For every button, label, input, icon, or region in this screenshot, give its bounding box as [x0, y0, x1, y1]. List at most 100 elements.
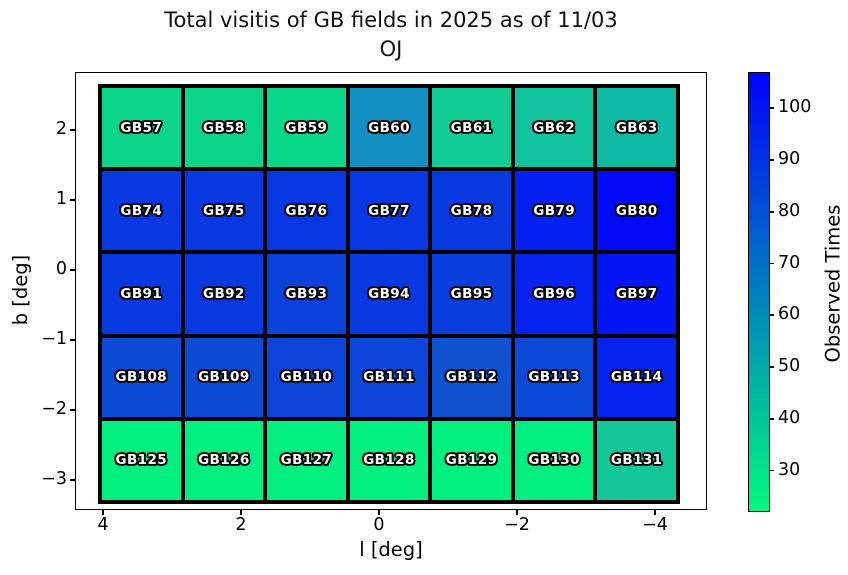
- field-cell-GB77: GB77: [347, 169, 431, 253]
- y-tick-mark: [70, 409, 75, 411]
- field-cell-label: GB114: [610, 369, 663, 386]
- field-cell-label: GB125: [115, 452, 168, 469]
- field-cell-GB74: GB74: [100, 169, 183, 253]
- x-tick-label: 4: [97, 515, 109, 535]
- field-cell-GB108: GB108: [100, 335, 183, 419]
- field-cell-label: GB62: [533, 119, 576, 136]
- field-cell-label: GB93: [285, 285, 328, 302]
- field-cell-label: GB108: [115, 369, 168, 386]
- field-grid: GB57 GB58 GB59 GB60 GB61 GB62 GB63 GB74 GB75 GB76…: [98, 84, 680, 504]
- field-cell-label: GB109: [198, 369, 250, 386]
- y-tick-label: 1: [55, 189, 67, 210]
- field-cell-GB96: GB96: [512, 252, 596, 336]
- field-cell-label: GB111: [363, 369, 415, 386]
- field-cell-GB126: GB126: [182, 418, 266, 502]
- x-tick-mark: [654, 510, 656, 515]
- field-cell-label: GB80: [615, 202, 658, 219]
- colorbar-tick-mark: [769, 366, 774, 368]
- field-cell-label: GB75: [202, 202, 245, 219]
- field-cell-GB60: GB60: [347, 86, 431, 170]
- field-cell-GB97: GB97: [595, 252, 678, 336]
- y-tick-label: 0: [55, 259, 67, 280]
- field-cell-label: GB60: [368, 119, 410, 136]
- colorbar-tick-label: 80: [778, 200, 801, 221]
- field-cell-GB125: GB125: [100, 418, 183, 502]
- field-cell-GB130: GB130: [512, 418, 596, 502]
- field-cell-label: GB131: [610, 452, 663, 469]
- field-cell-GB127: GB127: [265, 418, 348, 502]
- y-tick-label: −2: [41, 399, 67, 420]
- field-cell-label: GB79: [533, 202, 576, 219]
- colorbar-tick-label: 90: [778, 149, 801, 170]
- y-tick-mark: [70, 199, 75, 201]
- field-cell-GB75: GB75: [182, 169, 266, 253]
- field-cell-GB129: GB129: [430, 418, 513, 502]
- y-tick-label: −1: [41, 329, 67, 350]
- field-cell-label: GB74: [120, 202, 163, 219]
- field-cell-label: GB129: [445, 452, 498, 469]
- colorbar-tick-label: 100: [778, 97, 812, 118]
- field-cell-GB79: GB79: [512, 169, 596, 253]
- chart-title-line2: OJ: [379, 37, 403, 61]
- field-cell-GB59: GB59: [265, 86, 348, 170]
- x-tick-label: −2: [504, 515, 530, 535]
- field-cell-label: GB113: [528, 369, 580, 386]
- field-cell-label: GB57: [120, 119, 163, 136]
- field-cell-GB80: GB80: [595, 169, 678, 253]
- field-cell-GB113: GB113: [512, 335, 596, 419]
- field-cell-GB110: GB110: [265, 335, 348, 419]
- field-cell-label: GB91: [120, 285, 163, 302]
- colorbar-tick-label: 60: [778, 304, 801, 325]
- y-tick-label: −3: [41, 469, 67, 490]
- field-cell-label: GB112: [445, 369, 498, 386]
- field-cell-label: GB63: [615, 119, 658, 136]
- field-cell-GB128: GB128: [347, 418, 431, 502]
- field-cell-label: GB110: [280, 369, 333, 386]
- y-tick-mark: [70, 479, 75, 481]
- field-cell-GB91: GB91: [100, 252, 183, 336]
- field-cell-GB58: GB58: [182, 86, 266, 170]
- y-tick-mark: [70, 339, 75, 341]
- field-cell-label: GB76: [285, 202, 328, 219]
- y-tick-mark: [70, 129, 75, 131]
- colorbar-tick-label: 50: [778, 356, 801, 377]
- field-cell-label: GB95: [450, 285, 493, 302]
- field-cell-GB131: GB131: [595, 418, 678, 502]
- field-cell-label: GB126: [198, 452, 250, 469]
- colorbar-tick-mark: [769, 210, 774, 213]
- field-cell-GB112: GB112: [430, 335, 513, 419]
- colorbar-tick-label: 40: [778, 408, 801, 429]
- field-cell-GB57: GB57: [100, 86, 183, 170]
- field-cell-GB61: GB61: [430, 86, 513, 170]
- colorbar-tick-mark: [769, 159, 774, 161]
- field-cell-GB93: GB93: [265, 252, 348, 336]
- x-tick-mark: [378, 510, 380, 515]
- x-tick-mark: [516, 510, 518, 515]
- colorbar-tick-label: 70: [778, 252, 801, 273]
- field-cell-GB114: GB114: [595, 335, 678, 419]
- field-cell-GB92: GB92: [182, 252, 266, 336]
- field-cell-label: GB58: [202, 119, 245, 136]
- field-cell-label: GB94: [368, 285, 410, 302]
- field-cell-label: GB128: [363, 452, 415, 469]
- field-cell-GB109: GB109: [182, 335, 266, 419]
- colorbar-tick-mark: [769, 469, 774, 472]
- x-tick-label: 0: [373, 515, 385, 535]
- colorbar-tick-mark: [769, 314, 774, 317]
- colorbar-tick-mark: [769, 418, 774, 420]
- field-cell-GB62: GB62: [512, 86, 596, 170]
- field-cell-label: GB78: [450, 202, 493, 219]
- field-cell-GB78: GB78: [430, 169, 513, 253]
- field-cell-label: GB59: [285, 119, 328, 136]
- colorbar-tick-mark: [769, 262, 774, 265]
- y-tick-label: 2: [55, 119, 67, 140]
- x-tick-mark: [102, 510, 104, 515]
- field-cell-GB63: GB63: [595, 86, 678, 170]
- field-cell-GB111: GB111: [347, 335, 431, 419]
- field-cell-label: GB77: [368, 202, 410, 219]
- colorbar-tick-mark: [769, 107, 774, 110]
- colorbar-gradient: [749, 73, 769, 511]
- field-cell-label: GB61: [450, 119, 493, 136]
- x-tick-label: 2: [235, 515, 247, 535]
